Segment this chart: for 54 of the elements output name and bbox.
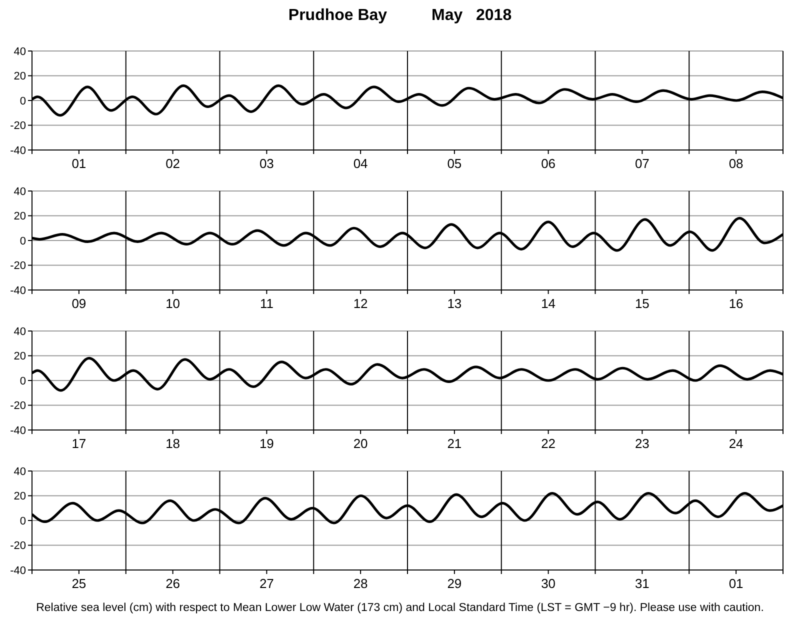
x-tick-label: 25 bbox=[72, 576, 86, 591]
y-tick-label: 20 bbox=[14, 70, 26, 83]
x-tick-label: 27 bbox=[259, 576, 274, 591]
x-tick-label: 29 bbox=[447, 576, 462, 591]
chart-title: Prudhoe Bay May 2018 bbox=[287, 6, 513, 26]
y-tick-label: -40 bbox=[10, 564, 26, 577]
x-tick-label: 04 bbox=[353, 156, 368, 171]
y-tick-label: -40 bbox=[10, 424, 26, 437]
x-tick-label: 28 bbox=[353, 576, 368, 591]
y-tick-label: -40 bbox=[10, 144, 26, 157]
x-tick-label: 14 bbox=[541, 296, 556, 311]
x-tick-label: 22 bbox=[541, 436, 556, 451]
y-tick-label: 20 bbox=[14, 350, 26, 363]
y-tick-label: 0 bbox=[20, 95, 26, 108]
x-tick-label: 20 bbox=[353, 436, 368, 451]
x-tick-label: 07 bbox=[634, 156, 650, 171]
y-tick-label: 0 bbox=[20, 375, 26, 388]
x-tick-label: 26 bbox=[166, 576, 180, 591]
x-tick-label: 09 bbox=[72, 296, 86, 311]
x-tick-label: 06 bbox=[541, 156, 556, 171]
x-tick-label: 01 bbox=[728, 576, 744, 591]
text: Relative sea level (cm) with respect to Mean Lower Low Water (173 cm) and Local Standard Time (LST = GMT −9 hr). Please use with caution. bbox=[35, 602, 765, 614]
y-tick-label: 0 bbox=[20, 515, 26, 528]
y-tick-label: 40 bbox=[14, 186, 26, 198]
x-tick-label: 19 bbox=[259, 436, 274, 451]
x-tick-label: 01 bbox=[72, 156, 86, 171]
x-tick-label: 03 bbox=[259, 156, 274, 171]
x-tick-label: 21 bbox=[447, 436, 462, 451]
x-tick-label: 23 bbox=[634, 436, 650, 451]
x-tick-label: 05 bbox=[447, 156, 462, 171]
y-tick-label: 20 bbox=[14, 490, 26, 503]
x-tick-label: 16 bbox=[728, 296, 744, 311]
x-tick-label: 30 bbox=[541, 576, 556, 591]
y-tick-label: -20 bbox=[10, 540, 26, 552]
x-tick-label: 08 bbox=[728, 156, 744, 171]
x-tick-label: 24 bbox=[728, 436, 744, 451]
x-tick-label: 11 bbox=[260, 296, 274, 311]
y-tick-label: 0 bbox=[20, 235, 26, 248]
x-tick-label: 12 bbox=[353, 296, 368, 311]
x-tick-label: 13 bbox=[447, 296, 462, 311]
y-tick-label: -20 bbox=[10, 260, 26, 272]
y-tick-label: 40 bbox=[14, 326, 26, 338]
x-tick-label: 18 bbox=[166, 436, 180, 451]
y-tick-label: -20 bbox=[10, 120, 26, 132]
x-tick-label: 02 bbox=[166, 156, 180, 171]
x-tick-label: 17 bbox=[72, 436, 86, 451]
y-tick-label: -20 bbox=[10, 400, 26, 412]
x-tick-label: 15 bbox=[634, 296, 650, 311]
y-tick-label: -40 bbox=[10, 284, 26, 297]
x-tick-label: 31 bbox=[634, 576, 650, 591]
y-tick-label: 40 bbox=[14, 466, 26, 478]
x-tick-label: 10 bbox=[166, 296, 180, 311]
y-tick-label: 20 bbox=[14, 210, 26, 223]
y-tick-label: 40 bbox=[14, 46, 26, 58]
